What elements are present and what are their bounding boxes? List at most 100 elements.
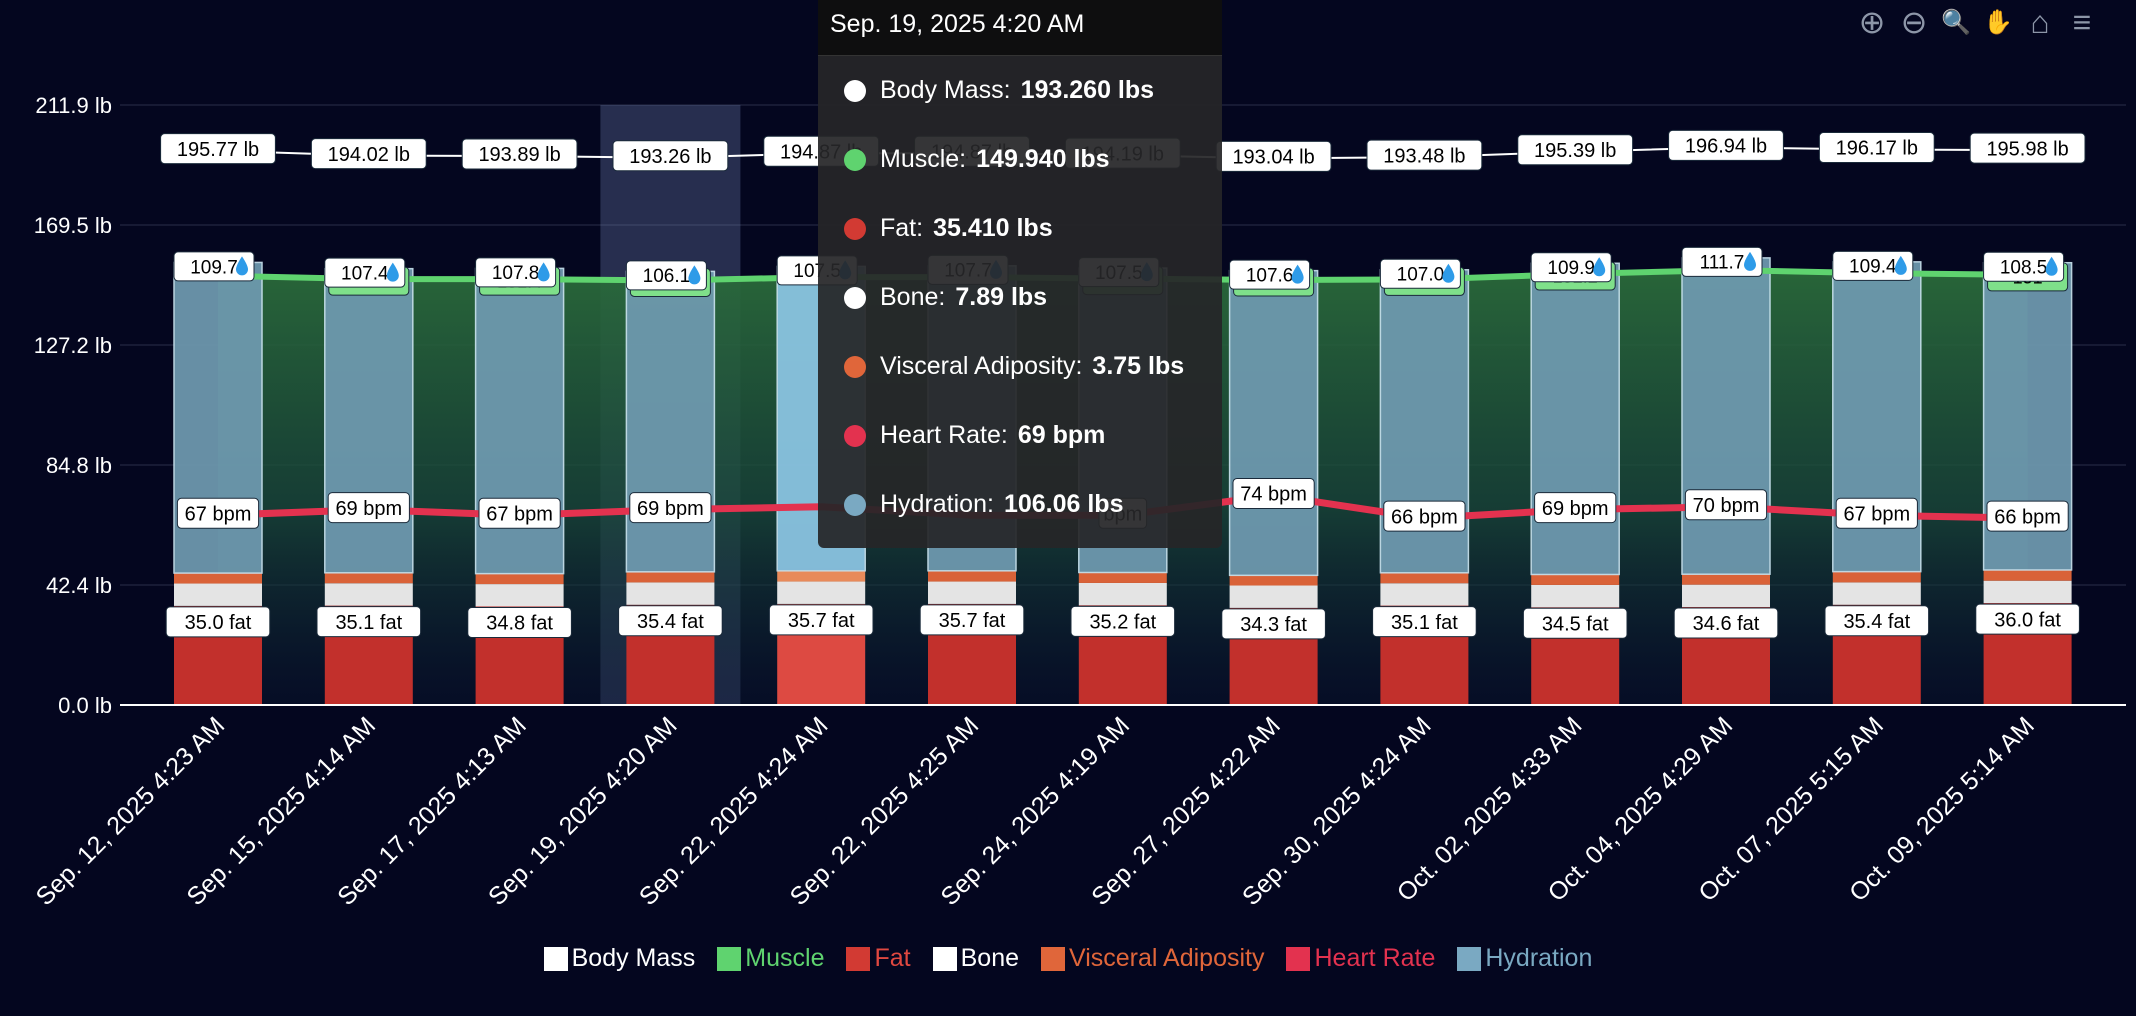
hover-tooltip: Sep. 19, 2025 4:20 AM Body Mass: 193.260 … [818, 0, 1222, 548]
fat-label-box [618, 605, 723, 637]
series-dot-icon [844, 148, 866, 171]
tooltip-row: Fat: 35.410 lbs [818, 194, 1222, 263]
body-mass-label: 196.94 lb [1668, 129, 1784, 161]
body-mass-label-box [160, 133, 276, 165]
body-mass-label: 193.48 lb [1366, 139, 1483, 171]
body-mass-label-box [1366, 139, 1483, 171]
fat-label-text: 35.2 fat [1089, 612, 1156, 634]
heart-rate-label-text: 69 bpm [335, 498, 402, 520]
legend-label: Visceral Adiposity [1069, 944, 1265, 972]
fat-label: 35.1 fat [316, 606, 422, 638]
zoom-in-icon[interactable]: ⊕ [1858, 4, 1886, 40]
body-mass-label-box [1969, 132, 2086, 164]
water-drop-icon [1291, 264, 1304, 284]
tooltip-row: Hydration: 106.06 lbs [818, 470, 1222, 539]
body-mass-label: 193.89 lb [461, 138, 578, 170]
bar-bone [475, 584, 564, 607]
body-mass-label-box [1668, 129, 1784, 161]
hydration-label: 109.9 [1530, 252, 1612, 283]
fat-label-box [1824, 605, 1930, 637]
fat-label-box [1522, 607, 1628, 639]
series-dot-icon [844, 355, 866, 378]
legend-label: Body Mass [571, 944, 696, 972]
hydration-label-box [1983, 251, 2065, 282]
hydration-label: 107.0 [1379, 258, 1461, 289]
hydration-label-box [1379, 258, 1461, 289]
bar-bone [626, 582, 715, 605]
heart-rate-label-text: 74 bpm [1240, 484, 1307, 506]
bar-visceral [1078, 572, 1167, 583]
zoom-out-icon[interactable]: ⊖ [1900, 4, 1928, 40]
bar-hydration [324, 267, 414, 574]
fat-label-text: 34.3 fat [1240, 614, 1307, 636]
body-mass-label: 196.17 lb [1818, 132, 1935, 164]
hydration-label-box [1832, 250, 1914, 281]
body-mass-label-text: 195.39 lb [1534, 140, 1616, 162]
body-mass-label-text: 193.89 lb [478, 144, 560, 166]
body-mass-label: 193.04 lb [1215, 140, 1332, 172]
fat-label: 35.7 fat [768, 604, 874, 636]
fat-label-text: 35.4 fat [637, 611, 704, 633]
bar-bone [1229, 585, 1318, 608]
bar-hydration [625, 270, 716, 573]
water-drop-icon [1593, 257, 1606, 277]
hydration-label-text: 109.9 [1547, 258, 1595, 279]
tooltip-row-label: Heart Rate: [880, 421, 1008, 449]
fat-label: 35.4 fat [1824, 605, 1930, 637]
tooltip-row-value: 7.89 lbs [955, 283, 1048, 311]
tooltip-row-label: Fat: [880, 214, 924, 242]
legend-item[interactable]: Visceral Adiposity [1041, 944, 1264, 973]
body-mass-label-text: 196.94 lb [1685, 136, 1767, 158]
water-drop-icon [1744, 251, 1756, 271]
bar-visceral [1832, 571, 1921, 583]
body-mass-label-box [461, 138, 578, 170]
hydration-label-text: 107.4 [341, 264, 389, 285]
heart-rate-label-box [1383, 500, 1466, 532]
legend-item[interactable]: Hydration [1457, 944, 1592, 973]
heart-rate-label: 66 bpm [1383, 500, 1466, 532]
menu-icon[interactable]: ≡ [2072, 3, 2092, 40]
hydration-label-box [324, 257, 406, 288]
magnifier-icon[interactable]: 🔍 [1941, 8, 1971, 36]
legend-swatch [543, 946, 568, 971]
fat-label: 35.7 fat [919, 604, 1025, 636]
tooltip-row-value: 69 bpm [1017, 421, 1106, 449]
tooltip-row-label: Muscle: [880, 145, 967, 173]
heart-rate-label-text: 67 bpm [486, 503, 553, 525]
heart-rate-label-text: 67 bpm [185, 503, 252, 525]
home-icon[interactable]: ⌂ [2030, 3, 2050, 40]
bar-visceral [1229, 575, 1318, 586]
pan-hand-icon[interactable]: ✋ [1983, 8, 2013, 36]
hydration-label-text: 107.0 [1397, 265, 1445, 286]
fat-label-text: 34.6 fat [1693, 613, 1760, 635]
heart-rate-label: 70 bpm [1684, 489, 1768, 521]
legend-item[interactable]: Fat [846, 944, 911, 973]
bar-bone [777, 581, 866, 604]
fat-label: 34.3 fat [1221, 608, 1326, 640]
fat-label-text: 35.7 fat [788, 610, 855, 632]
tooltip-row-label: Bone: [880, 283, 946, 311]
legend-label: Muscle [745, 944, 825, 972]
bar-bone [1832, 582, 1921, 605]
heart-rate-label-box [478, 497, 561, 529]
hydration-label: 106.1 [625, 260, 707, 291]
tooltip-row-value: 3.75 lbs [1092, 352, 1185, 380]
fat-label-box [1673, 607, 1779, 639]
legend-label: Fat [874, 944, 911, 972]
body-mass-label: 195.77 lb [160, 133, 276, 165]
chart-legend: Body Mass Muscle Fat Bone Visceral Adiposity… [0, 944, 2136, 973]
fat-label-box [165, 606, 271, 638]
hydration-label: 109.4 [1832, 250, 1914, 281]
body-mass-label-text: 193.48 lb [1383, 145, 1465, 167]
legend-item[interactable]: Bone [932, 944, 1019, 973]
legend-item[interactable]: Muscle [717, 944, 824, 973]
legend-swatch [1286, 946, 1311, 971]
tooltip-row-value: 35.410 lbs [933, 214, 1053, 242]
legend-item[interactable]: Body Mass [543, 944, 696, 973]
body-mass-label: 194.02 lb [310, 138, 427, 170]
water-drop-icon [2045, 256, 2058, 276]
tooltip-row-value: 106.06 lbs [1003, 490, 1124, 518]
tooltip-row: Heart Rate: 69 bpm [818, 401, 1222, 470]
legend-item[interactable]: Heart Rate [1286, 944, 1435, 973]
heart-rate-label-text: 67 bpm [1843, 503, 1910, 525]
